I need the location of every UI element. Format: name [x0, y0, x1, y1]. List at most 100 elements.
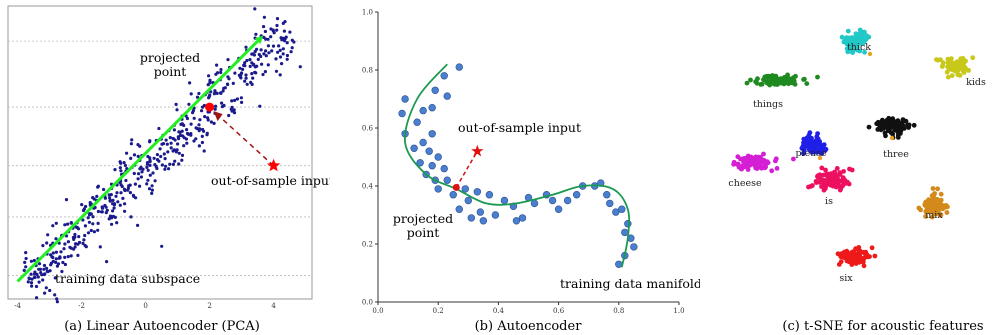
data-point	[275, 17, 280, 21]
data-point	[898, 131, 903, 136]
data-point	[83, 224, 87, 228]
data-point	[940, 60, 946, 66]
data-point	[86, 231, 91, 235]
data-point	[84, 245, 88, 249]
data-point	[177, 130, 181, 134]
data-point	[931, 191, 937, 197]
data-point	[467, 214, 476, 222]
data-point	[219, 91, 223, 95]
data-point	[743, 155, 748, 161]
data-point	[81, 218, 85, 222]
data-point	[80, 203, 84, 207]
data-point	[753, 79, 758, 85]
data-point	[133, 182, 137, 186]
data-point	[804, 138, 810, 144]
data-point	[618, 205, 626, 213]
data-point	[145, 182, 149, 186]
data-point	[61, 260, 65, 265]
ae-y-ticks: 0.0 0.2 0.4 0.6 0.8 1.0	[362, 9, 378, 307]
data-point	[150, 188, 154, 192]
data-point	[102, 187, 106, 192]
data-point	[240, 100, 244, 104]
data-point	[197, 129, 201, 133]
x-tick-label: 4	[271, 302, 276, 310]
data-point	[212, 92, 216, 96]
data-point	[572, 191, 581, 199]
data-point	[256, 57, 260, 62]
data-point	[138, 184, 142, 188]
data-point	[167, 167, 171, 171]
data-point	[212, 121, 216, 125]
data-point	[227, 113, 231, 118]
data-point	[205, 133, 209, 137]
ae-plot-frame	[377, 12, 679, 303]
data-point	[849, 39, 855, 44]
data-point	[123, 163, 127, 168]
y-tick-label: 1.0	[362, 9, 373, 17]
cluster-label-cheese: cheese	[728, 178, 762, 189]
data-point	[41, 278, 45, 282]
data-point	[191, 111, 195, 115]
data-point	[58, 255, 62, 259]
data-point	[96, 221, 100, 225]
data-point	[440, 164, 448, 173]
data-point	[140, 170, 144, 174]
data-point	[168, 136, 172, 140]
data-point	[59, 250, 63, 254]
data-point	[278, 48, 282, 53]
data-point	[63, 242, 67, 246]
data-point	[949, 73, 955, 78]
data-point	[110, 222, 114, 226]
data-point	[173, 159, 177, 163]
ae-out-of-sample-star	[471, 144, 484, 157]
data-point	[957, 73, 963, 78]
data-point	[248, 58, 252, 62]
data-point	[29, 281, 34, 285]
data-point	[124, 178, 128, 183]
data-point	[91, 196, 95, 200]
data-point	[121, 196, 125, 200]
data-point	[518, 214, 527, 222]
x-tick-label: 2	[207, 302, 211, 310]
data-point	[857, 27, 863, 33]
data-point	[806, 184, 811, 190]
pca-out-of-sample-star	[266, 158, 281, 172]
data-point	[138, 167, 142, 171]
data-point	[23, 260, 27, 264]
data-point	[30, 277, 34, 281]
data-point	[464, 196, 473, 205]
data-point	[26, 280, 30, 284]
data-point	[139, 175, 143, 179]
data-point	[292, 40, 296, 44]
data-point	[845, 28, 851, 34]
data-point	[51, 224, 55, 228]
data-point	[60, 269, 64, 274]
label-line: point	[154, 64, 187, 79]
data-point	[264, 49, 268, 53]
ae-manifold-curve	[403, 63, 631, 268]
data-point	[148, 163, 152, 167]
data-point	[929, 197, 935, 203]
data-point	[88, 201, 92, 205]
data-point	[118, 203, 122, 207]
data-point	[272, 31, 276, 35]
data-point	[731, 161, 736, 167]
panel-tsne: thick kids things three please cheese is mix six…	[728, 27, 986, 334]
data-point	[416, 159, 424, 167]
data-point	[213, 107, 217, 111]
data-point	[232, 111, 237, 115]
tsne-data-points	[731, 27, 976, 269]
ae-projection-line	[455, 150, 478, 188]
data-point	[253, 7, 257, 11]
data-point	[147, 187, 152, 191]
data-point	[888, 130, 894, 136]
data-point	[844, 35, 849, 40]
data-point	[22, 268, 26, 272]
data-point	[49, 261, 54, 265]
data-point	[815, 74, 820, 80]
data-point	[177, 151, 181, 155]
data-point	[98, 245, 102, 249]
data-point	[298, 65, 302, 69]
data-point	[895, 135, 901, 140]
data-point	[274, 69, 279, 73]
